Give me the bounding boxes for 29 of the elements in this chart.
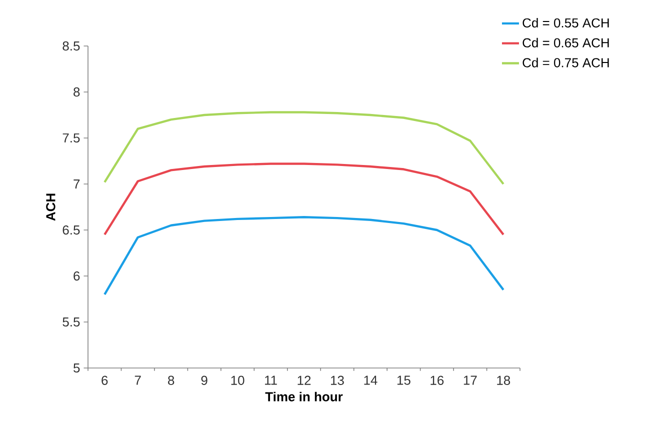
x-tick-label: 16 [430, 376, 444, 385]
y-tick-label: 8.5 [62, 41, 80, 51]
x-tick-label: 6 [102, 376, 108, 385]
x-tick-label: 12 [298, 376, 311, 385]
y-tick-label: 5 [74, 363, 80, 373]
legend-label: Cd = 0.75 ACH [522, 58, 609, 68]
x-tick-label: 15 [397, 376, 410, 385]
x-tick-label: 7 [134, 376, 141, 385]
y-axis-title: ACH [46, 194, 56, 221]
y-tick-label: 7.5 [62, 133, 80, 143]
x-tick-label: 14 [364, 376, 378, 385]
y-tick-label: 5.5 [62, 317, 80, 327]
x-tick-label: 9 [201, 376, 208, 385]
line-series [104, 162, 504, 236]
x-axis-title: Time in hour [265, 392, 343, 402]
x-tick-label: 8 [168, 376, 174, 385]
y-tick-label: 7 [74, 180, 80, 188]
x-tick-label: 18 [497, 376, 510, 385]
legend-label: Cd = 0.65 ACH [522, 38, 609, 48]
line-series [104, 216, 504, 296]
y-tick-label: 6.5 [62, 225, 80, 235]
x-tick-label: 17 [464, 376, 477, 385]
x-tick-label: 13 [330, 376, 344, 385]
x-tick-label: 10 [231, 376, 244, 385]
y-tick-label: 6 [74, 271, 80, 281]
x-tick-label: 11 [265, 376, 277, 385]
legend-label: Cd = 0.55 ACH [522, 18, 609, 28]
line-series [104, 111, 504, 186]
y-tick-label: 8 [74, 87, 80, 97]
